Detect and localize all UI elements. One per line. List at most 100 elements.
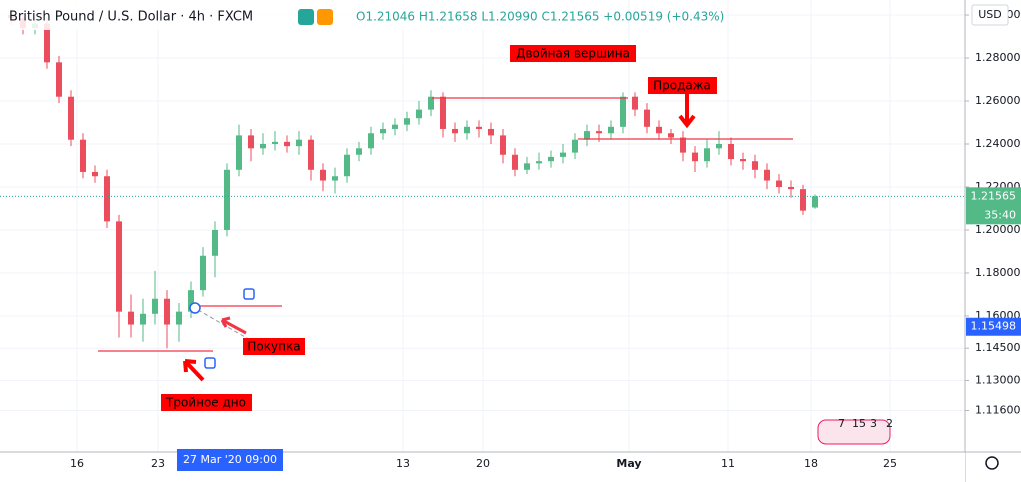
candle-body <box>176 311 182 325</box>
x-tick-label: 13 <box>396 457 410 470</box>
candle-body <box>488 128 494 136</box>
candle-body <box>368 133 374 149</box>
candle-body <box>44 23 50 63</box>
candle-body <box>272 141 278 145</box>
badge-bg[interactable] <box>817 419 891 445</box>
x-tick-label: 18 <box>804 457 818 470</box>
y-tick-label: 1.24000 <box>975 137 1021 150</box>
time-axis: 16 23 13 20 May 11 18 25 <box>70 457 897 470</box>
candle-body <box>260 144 266 149</box>
candle-body <box>668 133 674 138</box>
events-badge: 7 15 3 2 <box>817 417 893 445</box>
handle[interactable] <box>243 288 255 300</box>
candle-body <box>812 196 818 208</box>
candle-body <box>656 126 662 134</box>
candle-body <box>464 126 470 134</box>
y-tick-label: 1.26000 <box>975 94 1021 107</box>
candle-body <box>200 255 206 291</box>
candle-body <box>440 96 446 129</box>
currency-button[interactable] <box>971 4 1009 26</box>
candle-body <box>140 313 146 325</box>
candle-body <box>236 135 242 170</box>
annotation-box <box>243 338 305 355</box>
last-price-label: 1.21565 <box>971 189 1017 202</box>
handle[interactable] <box>189 302 201 314</box>
indicator-icon[interactable] <box>317 9 333 25</box>
candle-body <box>380 128 386 134</box>
candle-body <box>212 229 218 256</box>
time-axis-bg <box>0 452 965 482</box>
y-tick-label: 1.18000 <box>975 266 1021 279</box>
currency: USD <box>978 8 1002 21</box>
crosshair-time-box <box>177 449 283 471</box>
annotation: Двойная вершина <box>516 47 630 61</box>
candle-body <box>680 137 686 153</box>
candle-body <box>332 176 338 181</box>
x-tick-label: 11 <box>721 457 735 470</box>
annotation-box <box>510 45 636 62</box>
candle-body <box>296 139 302 147</box>
candle-body <box>392 124 398 129</box>
handle[interactable] <box>204 357 216 369</box>
arrow-sell <box>678 94 696 129</box>
annotation-box <box>161 394 252 411</box>
candle-body <box>344 154 350 177</box>
candle-body <box>308 139 314 170</box>
y-tick-label: 1.13000 <box>975 373 1021 386</box>
countdown: 35:40 <box>984 208 1016 221</box>
annotation: Покупка <box>247 340 300 354</box>
crosshair-price-label: 1.15498 <box>971 320 1017 333</box>
candle-body <box>104 176 110 222</box>
candle-body <box>428 96 434 110</box>
candle-body <box>476 126 482 129</box>
candle-body <box>284 141 290 147</box>
candle-body <box>608 126 614 134</box>
event-count: 15 <box>852 417 866 430</box>
drawings <box>98 97 793 352</box>
symbol-title: British Pound / U.S. Dollar · 4h · FXCM <box>9 10 253 25</box>
settings-icon[interactable] <box>985 456 999 470</box>
candle-body <box>56 62 62 97</box>
candle-body <box>740 159 746 162</box>
y-tick-label: 1.11600 <box>975 404 1021 417</box>
x-tick-label: 16 <box>70 457 84 470</box>
candle-body <box>620 96 626 127</box>
price-axis-bg <box>965 0 1021 452</box>
candle-body <box>116 221 122 312</box>
y-tick-label: 1.14500 <box>975 341 1021 354</box>
candle-body <box>536 161 542 164</box>
ohlc-values: O1.21046 H1.21658 L1.20990 C1.21565 +0.0… <box>356 10 724 24</box>
candle-body <box>692 152 698 162</box>
candle-body <box>224 169 230 230</box>
candle-body <box>164 298 170 325</box>
indicator-icon[interactable] <box>298 9 314 25</box>
annotation-box <box>648 77 717 94</box>
candle-body <box>752 161 758 170</box>
annotation: Тройное дно <box>165 396 246 410</box>
candle-body <box>716 144 722 149</box>
candle-body <box>416 109 422 119</box>
candle-body <box>188 290 194 312</box>
arrow-buy <box>220 316 247 335</box>
crosshair-price-box <box>966 317 1021 336</box>
candle-body <box>572 139 578 153</box>
last-price-box <box>966 187 1021 225</box>
candle-body <box>320 169 326 181</box>
y-tick-label: 1.28000 <box>975 51 1021 64</box>
candle-body <box>548 156 554 162</box>
candle-body <box>632 96 638 110</box>
candle-body <box>500 135 506 155</box>
candle-body <box>80 139 86 172</box>
x-tick-label: 23 <box>151 457 165 470</box>
crosshair-time: 27 Mar '20 09:00 <box>183 453 277 466</box>
candle-body <box>512 154 518 170</box>
candle-body <box>644 109 650 127</box>
candle-body <box>596 131 602 134</box>
candle-body <box>728 144 734 160</box>
event-count: 2 <box>886 417 893 430</box>
y-tick-label: 1.20000 <box>975 223 1021 236</box>
candle-body <box>776 180 782 187</box>
candle-body <box>404 118 410 125</box>
